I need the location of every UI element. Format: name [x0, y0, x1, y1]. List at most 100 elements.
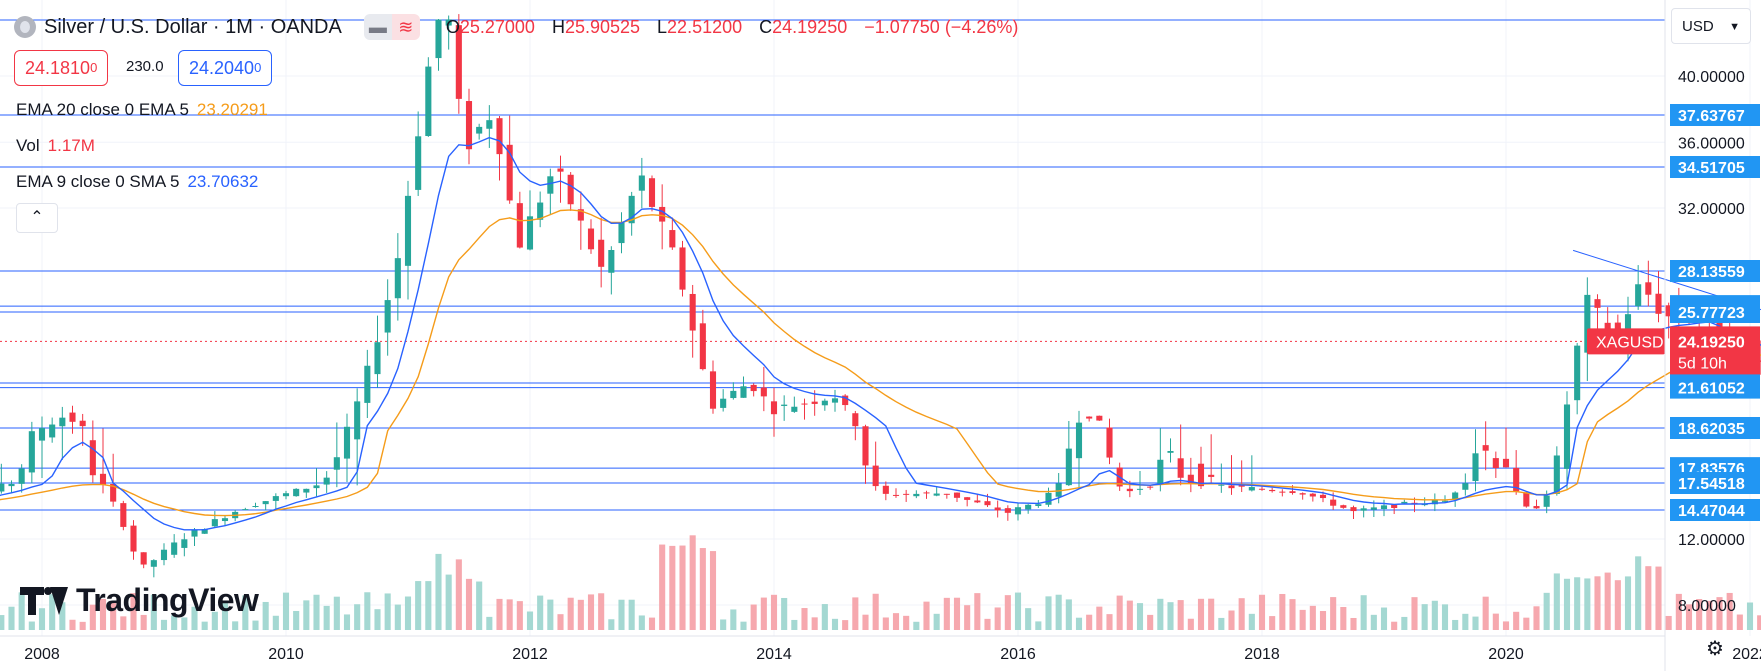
volume-bar — [923, 601, 930, 630]
volume-bar — [1258, 594, 1266, 630]
ohlc-readout: O25.27000 H25.90525 L22.51200 C24.19250 … — [446, 17, 1031, 38]
volume-bar — [1482, 596, 1489, 630]
candle-body — [191, 529, 198, 537]
volume-bar — [1452, 619, 1459, 630]
candle-body — [343, 426, 351, 459]
ema20-line — [0, 209, 1761, 517]
candle-body — [1014, 507, 1022, 515]
volume-bar — [506, 599, 513, 630]
volume-bar — [781, 597, 788, 630]
volume-bar — [28, 621, 35, 630]
chart-header: Silver / U.S. Dollar · 1M · OANDA ▬ ≋ O2… — [14, 14, 1030, 40]
level-price-label: 17.54518 — [1678, 476, 1745, 493]
wave-icon[interactable]: ≋ — [391, 14, 420, 40]
candle-body — [618, 222, 625, 244]
volume-bar — [89, 604, 96, 630]
candle-body — [272, 496, 279, 501]
candle-body — [659, 206, 666, 222]
candle-body — [903, 493, 910, 495]
high-label: H — [551, 16, 565, 37]
candle-body — [984, 501, 991, 506]
candle-body — [933, 493, 940, 496]
volume-bar — [1065, 599, 1072, 630]
indicator-volume[interactable]: Vol 1.17M — [16, 136, 95, 156]
candle-body — [679, 247, 686, 290]
header-pill[interactable]: ▬ ≋ — [363, 14, 420, 40]
countdown-label: 5d 10h — [1678, 355, 1727, 372]
volume-bar — [831, 618, 839, 630]
indicator-ema20[interactable]: EMA 20 close 0 EMA 5 23.20291 — [16, 100, 268, 120]
candle-body — [1279, 491, 1286, 493]
candle-body — [1360, 508, 1367, 511]
volume-bar — [1635, 556, 1642, 630]
candle-body — [1045, 492, 1052, 505]
volume-bar — [1665, 615, 1672, 630]
volume-bar — [1614, 580, 1621, 630]
volume-bar — [842, 620, 849, 630]
volume-bar — [1584, 578, 1591, 630]
volume-bar — [1350, 617, 1357, 630]
volume-bar — [862, 614, 869, 630]
volume-bar — [69, 619, 76, 630]
sell-button[interactable]: 24.18100 — [14, 50, 109, 86]
x-tick-label: 2016 — [1000, 646, 1036, 663]
currency-select[interactable]: USD ▼ — [1671, 8, 1751, 44]
volume-bar — [1045, 596, 1052, 630]
candle-body — [476, 126, 483, 134]
candle-body — [699, 323, 706, 370]
level-price-label: 34.51705 — [1678, 160, 1745, 177]
candle-body — [252, 506, 259, 508]
volume-bar — [1319, 611, 1327, 630]
dash-icon[interactable]: ▬ — [363, 14, 392, 40]
candle-body — [882, 485, 889, 494]
volume-bar — [913, 621, 920, 630]
chevron-up-icon[interactable]: ⌃ — [16, 203, 58, 233]
candle-body — [526, 216, 534, 250]
volume-bar — [1289, 599, 1296, 630]
candle-body — [1431, 500, 1438, 505]
volume-bar — [404, 596, 412, 630]
symbol-tag-label: XAGUSD — [1596, 334, 1664, 351]
volume-bar — [638, 615, 645, 630]
level-price-label: 25.77723 — [1678, 305, 1745, 322]
candle-body — [1004, 508, 1011, 513]
candle-body — [1563, 404, 1571, 469]
moving-averages — [0, 136, 1761, 531]
volume-bar — [435, 553, 442, 630]
gear-icon[interactable]: ⚙ — [1706, 638, 1724, 660]
candle-body — [1035, 504, 1042, 506]
symbol-title[interactable]: Silver / U.S. Dollar · 1M · OANDA — [44, 15, 342, 38]
volume-bar — [750, 604, 757, 630]
candle-body — [770, 401, 778, 415]
candle-body — [1309, 493, 1316, 497]
volume-bar — [903, 615, 910, 630]
volume-bar — [465, 578, 473, 630]
volume-bar — [608, 619, 615, 630]
change-value: −1.07750 (−4.26%) — [864, 16, 1019, 37]
candle-body — [1665, 305, 1672, 317]
volume-bar — [1401, 616, 1408, 630]
candle-body — [1441, 500, 1449, 502]
y-tick-label: 36.00000 — [1678, 135, 1745, 152]
candle-body — [1157, 459, 1164, 485]
volume-bar — [1075, 617, 1083, 630]
chevron-down-icon: ▼ — [1729, 21, 1740, 33]
candle-body — [1187, 474, 1194, 484]
level-price-tag — [1670, 417, 1760, 439]
volume-bar — [679, 545, 686, 630]
indicator-ema9[interactable]: EMA 9 close 0 SMA 5 23.70632 — [16, 172, 258, 192]
volume-bar — [943, 597, 950, 630]
volume-bar — [1675, 593, 1682, 630]
candle-body — [709, 371, 717, 409]
volume-bar — [262, 601, 269, 630]
buy-button[interactable]: 24.20400 — [178, 50, 273, 86]
volume-bar — [343, 614, 351, 630]
volume-bar — [1157, 598, 1164, 630]
volume-bar — [1696, 599, 1703, 630]
volume-bar — [811, 617, 818, 630]
candle-body — [1502, 458, 1510, 468]
volume-bar — [425, 581, 432, 630]
candle-body — [1543, 495, 1550, 507]
brand-name: TradingView — [76, 582, 259, 618]
